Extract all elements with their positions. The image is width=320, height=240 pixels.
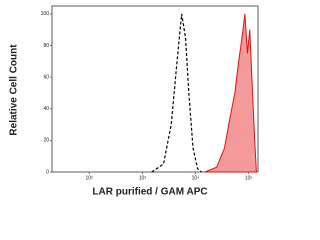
x-tick-label: 10³ [139,175,147,181]
chart: LAR purified / GAM APC Relative Cell Cou… [9,5,259,198]
y-tick-label: 100 [41,11,50,17]
histogram-line [151,13,202,173]
y-tick-label: 80 [43,43,49,49]
page: {"chart_data": {"type": "histogram-overl… [8,5,259,198]
x-tick-label: 10⁵ [245,175,253,181]
x-axis-title: LAR purified / GAM APC [92,187,207,198]
y-tick-label: 0 [46,169,49,175]
histogram-area [204,13,257,173]
x-tick-label: 10² [86,175,94,181]
x-tick-label: 10⁴ [192,175,200,181]
plot-frame [51,5,259,173]
y-axis-title: Relative Cell Count [9,44,20,136]
y-tick-label: 20 [43,138,49,144]
y-tick-label: 40 [43,106,49,112]
y-tick-label: 60 [43,74,49,80]
